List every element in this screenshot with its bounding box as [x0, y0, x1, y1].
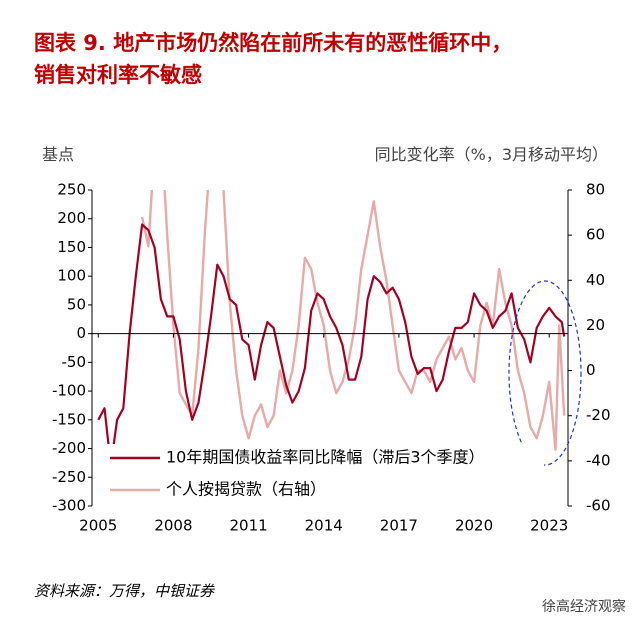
series-line: [140, 190, 566, 451]
y2-tick-label: -40: [586, 451, 611, 469]
legend-bg: [104, 444, 544, 472]
x-tick-label: 2014: [305, 517, 343, 535]
x-tick-label: 2008: [154, 517, 192, 535]
y2-tick-label: -20: [586, 406, 611, 424]
y-tick-label: -50: [62, 353, 87, 371]
x-tick-label: 2017: [380, 517, 418, 535]
y2-tick-label: 20: [586, 316, 605, 334]
y2-tick-label: 60: [586, 226, 605, 244]
y2-axis-label: 同比变化率（%，3月移动平均）: [375, 145, 608, 164]
y-axis-label: 基点: [42, 145, 74, 164]
y-tick-label: 200: [57, 209, 86, 227]
y2-tick-label: -60: [586, 497, 611, 515]
y-tick-label: 150: [57, 238, 86, 256]
y-tick-label: -300: [52, 497, 86, 515]
y2-tick-label: 40: [586, 271, 605, 289]
y-tick-label: -250: [52, 468, 86, 486]
legend-label: 个人按揭贷款（右轴）: [166, 480, 326, 499]
source: 资料来源：万得，中银证券: [34, 582, 215, 600]
y-tick-label: -200: [52, 439, 86, 457]
chart-title: 销售对利率不敏感: [34, 63, 202, 87]
chart-title: 图表 9. 地产市场仍然陷在前所未有的恶性循环中，: [34, 31, 512, 55]
y-tick-label: 0: [76, 324, 86, 342]
highlight-ellipse: [508, 280, 582, 466]
series-line: [97, 223, 566, 467]
y2-tick-label: 80: [586, 181, 605, 199]
y2-tick-label: 0: [586, 361, 596, 379]
watermark: 徐高经济观察: [542, 598, 626, 615]
x-tick-label: 2005: [79, 517, 117, 535]
y-tick-label: -100: [52, 382, 86, 400]
legend-label: 10年期国债收益率同比降幅（滞后3个季度）: [166, 448, 485, 467]
y-tick-label: -150: [52, 410, 86, 428]
y-tick-label: 100: [57, 267, 86, 285]
x-tick-label: 2011: [229, 517, 267, 535]
y-tick-label: 250: [57, 181, 86, 199]
y-tick-label: 50: [67, 295, 86, 313]
x-tick-label: 2020: [455, 517, 493, 535]
x-tick-label: 2023: [530, 517, 568, 535]
legend-bg: [104, 476, 544, 504]
